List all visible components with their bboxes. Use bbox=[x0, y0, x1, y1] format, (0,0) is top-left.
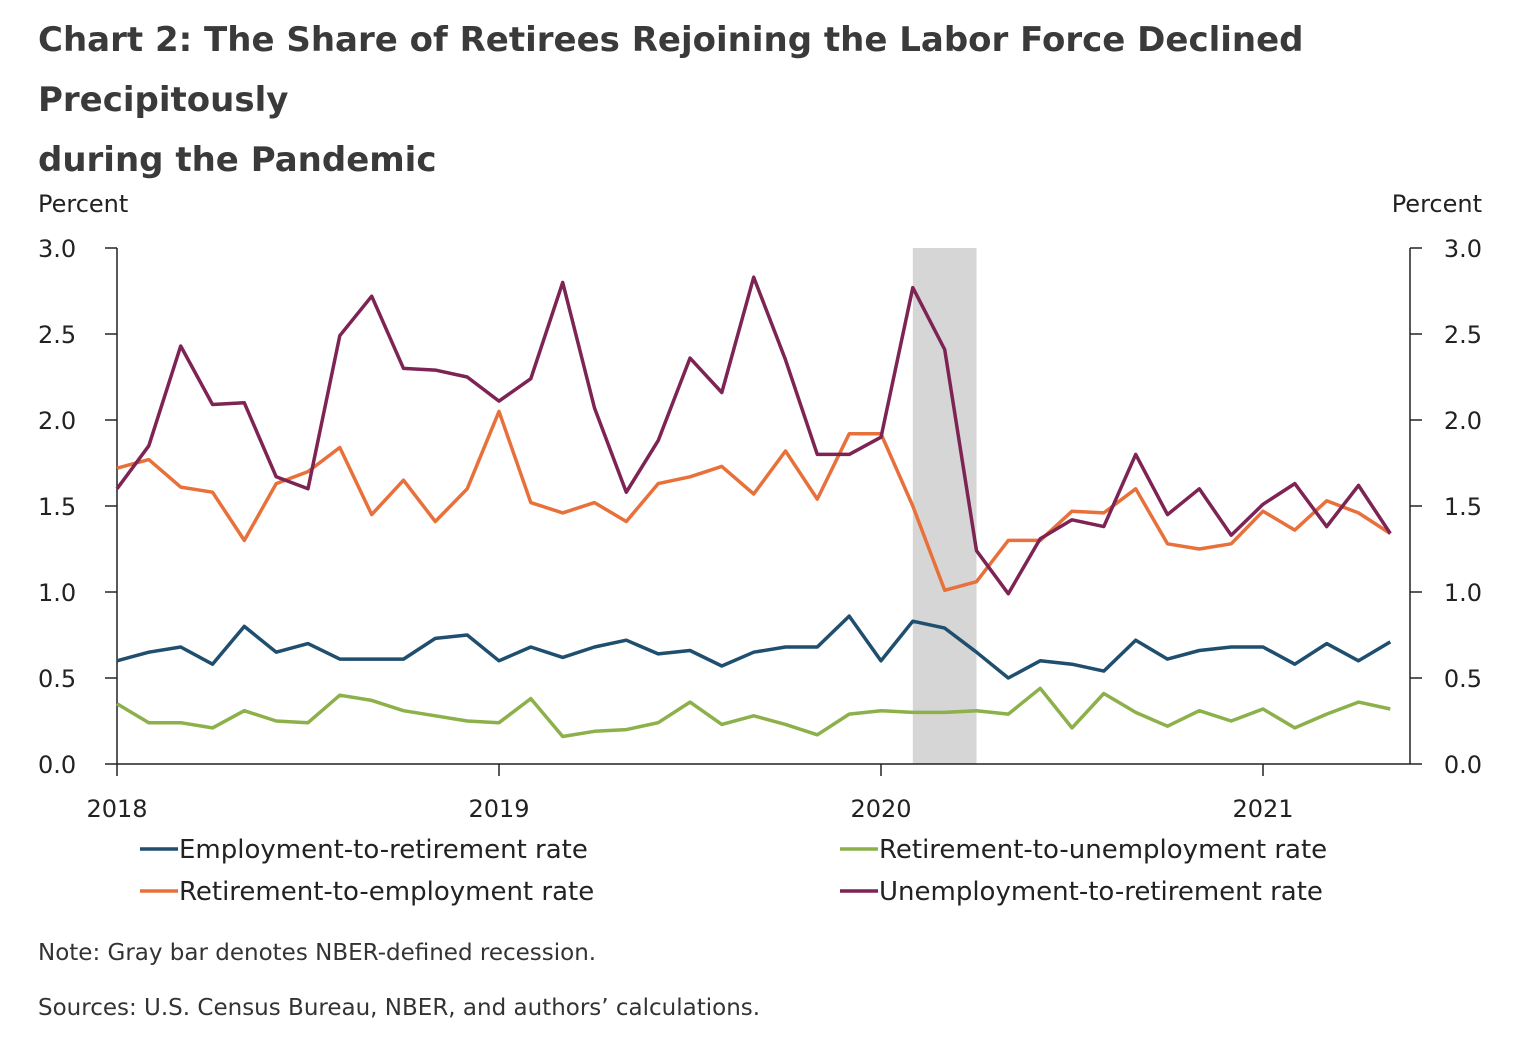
legend-item: Employment-to-retirement rate bbox=[140, 835, 588, 865]
chart-note: Note: Gray bar denotes NBER-defined rece… bbox=[38, 940, 597, 966]
chart-legend: Employment-to-retirement rate Retirement-… bbox=[140, 835, 1327, 907]
legend-item: Retirement-to-employment rate bbox=[140, 877, 594, 907]
right-y-tick-label: 3.0 bbox=[1444, 235, 1482, 263]
right-y-tick-label: 1.0 bbox=[1444, 579, 1482, 607]
right-y-tick-label: 1.5 bbox=[1444, 493, 1482, 521]
chart-title: Chart 2: The Share of Retirees Rejoining… bbox=[38, 10, 1498, 190]
left-y-tick-label: 3.0 bbox=[38, 235, 76, 263]
legend-label: Unemployment-to-retirement rate bbox=[879, 877, 1323, 907]
chart-axes: 0.0 0.0 0.5 0.5 1.0 1.0 1.5 1.5 2.0 2.0 2.5 2.5 3.0 3… bbox=[38, 235, 1482, 823]
legend-label: Retirement-to-unemployment rate bbox=[879, 835, 1327, 865]
left-y-tick-label: 0.0 bbox=[38, 751, 76, 779]
chart-title-line-2: during the Pandemic bbox=[38, 140, 437, 180]
right-y-tick-label: 0.5 bbox=[1444, 665, 1482, 693]
series-line-unemployment-to-retirement-rate bbox=[115, 275, 1392, 596]
legend-item: Retirement-to-unemployment rate bbox=[840, 835, 1327, 865]
left-y-tick-label: 2.0 bbox=[38, 407, 76, 435]
right-axis-label: Percent bbox=[1392, 190, 1482, 218]
left-y-tick-label: 0.5 bbox=[38, 665, 76, 693]
recession-shading bbox=[912, 248, 977, 764]
x-tick-label: 2018 bbox=[86, 795, 147, 823]
right-y-tick-label: 2.5 bbox=[1444, 321, 1482, 349]
right-y-tick-label: 2.0 bbox=[1444, 407, 1482, 435]
x-tick-label: 2020 bbox=[850, 795, 911, 823]
chart-sources: Sources: U.S. Census Bureau, NBER, and a… bbox=[38, 995, 761, 1021]
series-line-retirement-to-employment-rate bbox=[116, 409, 1392, 593]
left-axis-label: Percent bbox=[38, 190, 128, 218]
legend-label: Retirement-to-employment rate bbox=[179, 877, 594, 907]
legend-item: Unemployment-to-retirement rate bbox=[840, 877, 1323, 907]
right-y-tick-label: 0.0 bbox=[1444, 751, 1482, 779]
series-line-employment-to-retirement-rate bbox=[116, 614, 1392, 680]
left-y-tick-label: 1.0 bbox=[38, 579, 76, 607]
left-y-tick-label: 2.5 bbox=[38, 321, 76, 349]
x-tick-label: 2021 bbox=[1232, 795, 1293, 823]
series-lines bbox=[115, 275, 1392, 739]
chart-title-line-1: Chart 2: The Share of Retirees Rejoining… bbox=[38, 20, 1304, 120]
legend-label: Employment-to-retirement rate bbox=[179, 835, 588, 865]
x-tick-label: 2019 bbox=[468, 795, 529, 823]
left-y-tick-label: 1.5 bbox=[38, 493, 76, 521]
series-line-retirement-to-unemployment-rate bbox=[116, 686, 1391, 739]
